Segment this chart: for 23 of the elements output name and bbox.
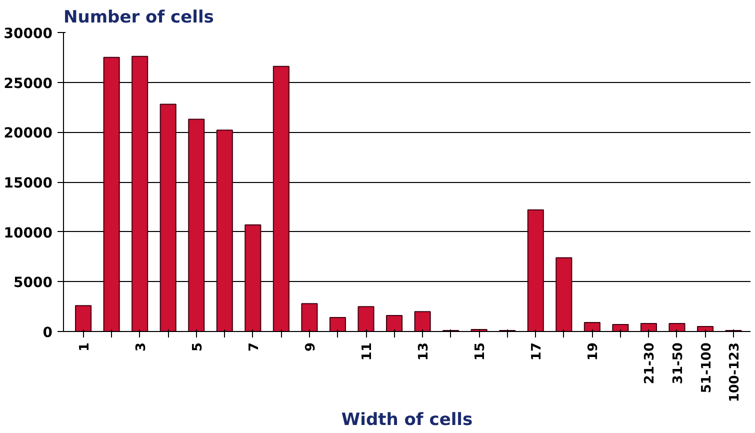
x-tick-label: 3	[134, 342, 149, 352]
x-tick-label: 100-123	[728, 342, 743, 402]
x-tick-label: 9	[303, 342, 318, 352]
x-tick-label: 51-100	[699, 342, 714, 394]
y-tick-label: 30000	[4, 26, 53, 42]
x-tick-label: 31-50	[670, 342, 686, 384]
x-tick-label: 1	[77, 342, 92, 352]
y-tick-label: 25000	[4, 76, 53, 92]
x-axis-title: Width of cells	[341, 410, 473, 430]
y-axis-title: Number of cells	[64, 8, 214, 28]
x-tick-label: 7	[246, 342, 262, 352]
x-tick-label: 13	[416, 342, 432, 361]
y-tick-label: 5000	[14, 275, 53, 292]
y-tick-label: 10000	[4, 225, 53, 242]
x-tick-label: 19	[586, 342, 602, 361]
y-tick-label: 0	[42, 325, 53, 341]
x-tick-label: 11	[360, 342, 376, 361]
y-tick-label: 20000	[4, 126, 53, 142]
x-tick-label: 5	[190, 342, 206, 352]
x-tick-label: 21-30	[642, 342, 658, 384]
y-tick-label: 15000	[4, 176, 53, 192]
x-tick-label: 17	[530, 342, 545, 361]
x-tick-label: 15	[473, 342, 488, 361]
